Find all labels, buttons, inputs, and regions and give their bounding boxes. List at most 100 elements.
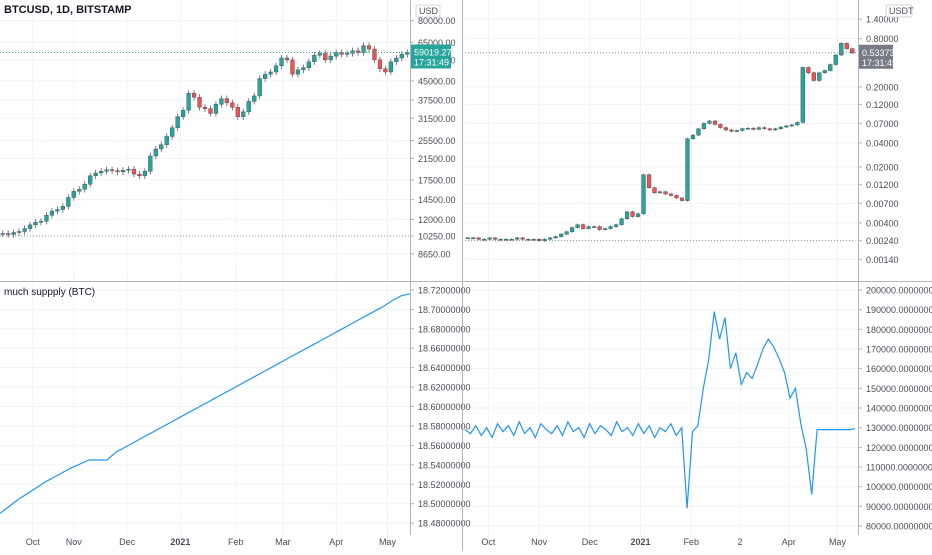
candle-body — [559, 233, 564, 237]
candle-body — [388, 61, 393, 73]
x-tick-label: Feb — [683, 537, 699, 547]
candle-body — [279, 57, 284, 66]
last-price-countdown: 17:31:49 — [414, 57, 449, 67]
candle-body — [224, 98, 229, 104]
candle-body — [366, 45, 372, 50]
last-price-label-bg — [859, 44, 893, 69]
candle-body — [591, 226, 597, 228]
candle-body — [580, 224, 586, 229]
candle-body — [685, 138, 690, 201]
candle-body — [663, 191, 668, 195]
candle-body — [88, 175, 93, 185]
candle-body — [241, 111, 246, 117]
candle-body — [120, 170, 126, 173]
candle-body — [608, 226, 613, 229]
indicator-title[interactable]: much suppply (BTC) — [4, 287, 95, 298]
candle-body — [246, 101, 251, 113]
candle-body — [817, 72, 822, 81]
grid-layer — [0, 0, 857, 546]
candle-body — [317, 53, 322, 56]
x-tick-label: 2021 — [170, 537, 190, 547]
candle-body — [767, 128, 772, 131]
candle-body — [784, 125, 789, 128]
symbol-title[interactable]: BTCUSD, 1D, BITSTAMP — [4, 4, 132, 16]
candle-body — [564, 231, 569, 235]
x-tick-label: Nov — [66, 537, 83, 547]
candle-body — [219, 98, 224, 105]
candle-body — [476, 237, 481, 240]
y-tick-label: 18.62000000 — [418, 383, 471, 393]
y-tick-label: 0.00700 — [866, 199, 899, 209]
y-tick-label: 18.54000000 — [418, 460, 471, 470]
candle-body — [55, 209, 60, 212]
candle-body — [137, 173, 142, 177]
unit-label: USD — [419, 6, 439, 16]
y-tick-label: 200000.00000000 — [866, 285, 932, 295]
candle-body — [175, 116, 180, 128]
last-price-countdown: 17:31:49 — [862, 58, 897, 68]
candle-body — [729, 129, 734, 132]
y-tick-label: 0.12000 — [866, 100, 899, 110]
candle-body — [22, 228, 27, 232]
candle-body — [405, 52, 410, 55]
candle-body — [487, 237, 492, 240]
candle-body — [191, 93, 197, 98]
candle-body — [696, 128, 701, 136]
candle-body — [740, 128, 745, 131]
candle-body — [115, 170, 120, 173]
y-tick-label: 1.40000 — [866, 15, 899, 25]
candle-body — [833, 54, 838, 65]
candle-body — [482, 239, 487, 241]
candle-body — [718, 124, 723, 128]
candle-body — [575, 224, 580, 228]
candle-body — [515, 237, 520, 240]
candle-body — [93, 172, 98, 177]
y-tick-label: 21500.00 — [418, 154, 456, 164]
candle-body — [334, 52, 339, 57]
last-price-label-bg — [411, 44, 451, 69]
axis-layer: 80000.0065000.0055000.0045000.0037500.00… — [26, 0, 932, 547]
x-tick-label: Feb — [228, 537, 244, 547]
candle-body — [498, 239, 503, 241]
candle-body — [548, 237, 553, 240]
y-tick-label: 0.80000 — [866, 34, 899, 44]
candle-body — [811, 72, 816, 81]
candle-body — [66, 197, 71, 207]
candle-body — [795, 122, 800, 126]
candle-body — [690, 134, 696, 139]
candle-body — [82, 184, 87, 190]
candle-body — [345, 53, 350, 55]
y-tick-label: 0.00400 — [866, 218, 899, 228]
x-tick-label: Mar — [275, 537, 291, 547]
y-tick-label: 80000.00 — [418, 16, 456, 26]
candle-body — [0, 233, 5, 235]
candle-body — [773, 128, 778, 131]
candle-body — [745, 127, 751, 130]
candle-body — [822, 70, 827, 73]
candle-body — [109, 169, 115, 171]
candle-body — [844, 43, 849, 49]
candle-body — [674, 195, 679, 199]
candle-body — [493, 237, 498, 240]
unit-label: USDT — [889, 6, 914, 16]
candle-body — [652, 187, 657, 194]
candle-body — [263, 73, 268, 79]
candle-body — [372, 48, 377, 61]
y-tick-label: 17500.00 — [418, 175, 456, 185]
candle-body — [806, 67, 811, 73]
candle-body — [27, 224, 33, 229]
candle-body — [619, 218, 624, 225]
y-tick-label: 18.58000000 — [418, 421, 471, 431]
candle-body — [613, 224, 619, 227]
candle-body — [186, 93, 191, 111]
y-tick-label: 25500.00 — [418, 136, 456, 146]
candle-body — [839, 43, 844, 56]
candle-body — [11, 232, 16, 235]
candle-body — [268, 71, 273, 75]
y-tick-label: 140000.00000000 — [866, 404, 932, 414]
candle-body — [646, 174, 652, 188]
candle-body — [273, 65, 279, 73]
y-tick-label: 100000.00000000 — [866, 482, 932, 492]
candle-body — [38, 221, 44, 223]
